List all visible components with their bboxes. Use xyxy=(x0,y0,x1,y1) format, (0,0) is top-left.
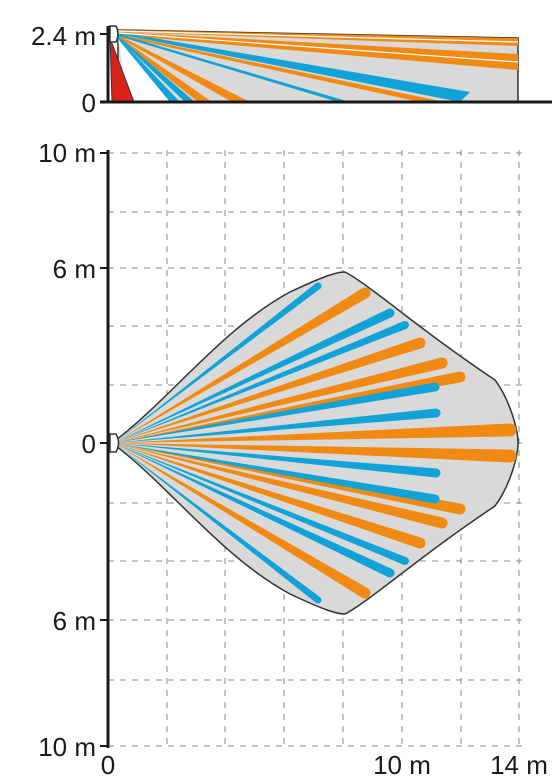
top-y-label-6-bottom: 6 m xyxy=(53,606,96,636)
side-beam-orange xyxy=(118,36,212,102)
side-beam-blue xyxy=(118,32,470,102)
beam-blue xyxy=(114,443,322,604)
side-beam-separator xyxy=(117,30,519,43)
side-y-label-top: 2.4 m xyxy=(31,21,96,51)
side-view: 2.4 m 0 xyxy=(31,21,552,118)
side-beam-blue xyxy=(118,37,180,102)
top-view: 10 m 6 m 0 6 m 10 m 0 10 m 14 m xyxy=(38,138,548,780)
side-beam-blue xyxy=(118,36,195,102)
top-beams xyxy=(114,282,517,604)
beam-orange xyxy=(114,287,371,443)
beam-orange xyxy=(114,371,466,443)
beam-blue xyxy=(114,443,410,566)
sensor-icon xyxy=(109,25,119,43)
beam-blue xyxy=(114,382,440,443)
beam-blue xyxy=(114,408,441,443)
beam-orange xyxy=(114,423,517,443)
top-y-label-6-top: 6 m xyxy=(53,254,96,284)
top-x-label-0: 0 xyxy=(101,750,115,778)
top-y-label-0: 0 xyxy=(82,429,96,459)
side-beam-orange xyxy=(118,35,250,102)
beam-blue xyxy=(114,282,322,443)
top-coverage-area xyxy=(110,271,519,615)
beam-blue xyxy=(114,443,441,478)
beam-orange xyxy=(114,357,448,443)
side-beam-orange xyxy=(118,34,445,102)
beam-orange xyxy=(114,443,517,463)
beam-blue xyxy=(114,443,440,504)
beam-orange xyxy=(114,443,371,599)
top-x-label-14: 14 m xyxy=(490,750,548,778)
beam-blue xyxy=(114,443,395,578)
side-beam-separator xyxy=(117,32,519,63)
top-y-label-10-top: 10 m xyxy=(38,138,96,168)
top-x-label-10: 10 m xyxy=(373,750,431,778)
beam-orange xyxy=(114,443,426,549)
beam-orange xyxy=(114,443,448,529)
beam-blue xyxy=(114,321,409,443)
beam-orange xyxy=(114,443,466,515)
sensor-icon xyxy=(109,433,120,453)
side-beam-blue xyxy=(118,34,350,102)
top-y-label-10-bottom: 10 m xyxy=(38,732,96,762)
side-beam-orange xyxy=(118,32,518,70)
beam-blue xyxy=(114,308,395,443)
beam-orange xyxy=(114,337,426,443)
side-y-label-zero: 0 xyxy=(82,88,96,118)
